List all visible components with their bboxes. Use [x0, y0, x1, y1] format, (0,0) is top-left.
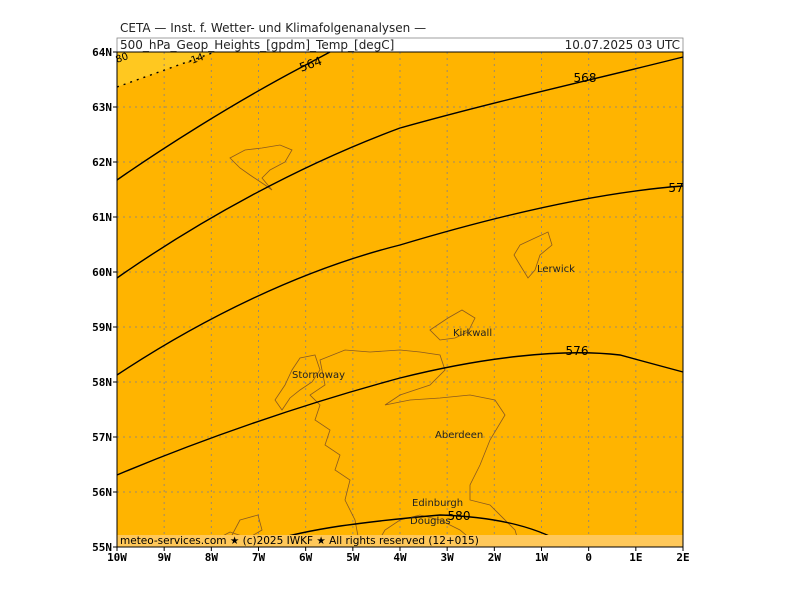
- contour-label: 576: [566, 344, 589, 358]
- contour-label: 57: [668, 181, 683, 195]
- x-tick-label: 8W: [205, 551, 219, 564]
- header-subtitle: 500_hPa_Geop_Heights_[gpdm]_Temp_[degC]: [120, 38, 394, 52]
- y-tick-label: 64N: [92, 46, 112, 59]
- contour-line: [116, 352, 684, 476]
- header-title: CETA — Inst. f. Wetter- und Klimafolgena…: [120, 21, 426, 35]
- x-tick-label: 4W: [393, 551, 407, 564]
- y-tick-label: 59N: [92, 321, 112, 334]
- x-tick-label: 10W: [107, 551, 127, 564]
- city-label: Douglas: [410, 516, 451, 527]
- city-label: Kirkwall: [453, 328, 492, 339]
- city-label: Stornoway: [292, 370, 345, 381]
- x-tick-label: 6W: [299, 551, 313, 564]
- temperature-label: 80: [114, 51, 130, 66]
- city-label: Edinburgh: [412, 498, 463, 509]
- map-frame: [116, 51, 684, 548]
- y-tick-label: 57N: [92, 431, 112, 444]
- x-tick-label: 2W: [488, 551, 502, 564]
- footer-text: meteo-services.com ★ (c)2025 IWKF ★ All …: [120, 535, 479, 547]
- y-tick-label: 61N: [92, 211, 112, 224]
- contour-line: [116, 56, 684, 279]
- x-tick-label: 9W: [158, 551, 172, 564]
- x-tick-label: 0: [585, 551, 592, 564]
- x-tick-label: 1W: [535, 551, 549, 564]
- x-tick-label: 1E: [629, 551, 642, 564]
- x-tick-label: 5W: [346, 551, 360, 564]
- contour-line: [116, 185, 684, 376]
- contour-label: 580: [448, 509, 471, 523]
- city-label: Aberdeen: [435, 430, 483, 441]
- x-tick-label: 7W: [252, 551, 266, 564]
- y-tick-label: 62N: [92, 156, 112, 169]
- city-label: Lerwick: [537, 264, 575, 275]
- y-tick-label: 56N: [92, 486, 112, 499]
- temperature-label: -14: [186, 52, 205, 68]
- contour-label: 568: [574, 71, 597, 85]
- contour-line: [249, 514, 571, 548]
- contour-line: [116, 51, 331, 181]
- x-tick-label: 2E: [676, 551, 689, 564]
- footer-band: [117, 535, 683, 547]
- header-datetime: 10.07.2025 03 UTC: [565, 38, 680, 52]
- y-tick-label: 60N: [92, 266, 112, 279]
- y-tick-label: 63N: [92, 101, 112, 114]
- y-tick-label: 55N: [92, 541, 112, 554]
- x-tick-label: 3W: [441, 551, 455, 564]
- y-tick-label: 58N: [92, 376, 112, 389]
